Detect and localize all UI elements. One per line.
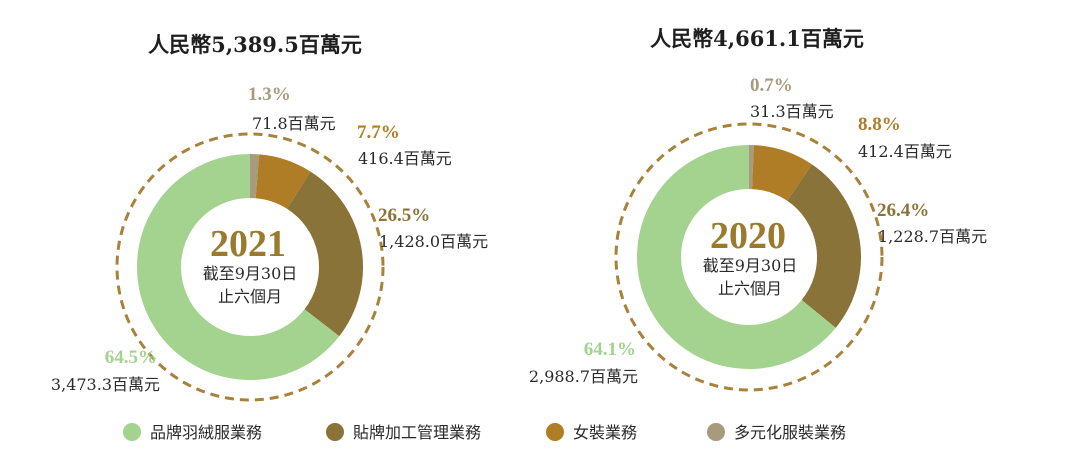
legend-label: 女裝業務 [573, 423, 637, 442]
data-label-amount: 1,228.7百萬元 [878, 227, 987, 246]
donut-slice [254, 154, 311, 210]
donut-slice [786, 164, 861, 328]
donut-slice [751, 145, 812, 202]
chart-title: 人民幣5,389.5百萬元 [148, 32, 362, 57]
data-label-percent: 26.4% [877, 200, 929, 221]
legend-label: 貼牌加工管理業務 [353, 423, 481, 442]
donut-slice [286, 171, 363, 337]
data-label-percent: 64.5% [105, 347, 157, 368]
data-label-amount: 71.8百萬元 [252, 114, 336, 133]
legend-item: 女裝業務 [546, 423, 637, 442]
data-label-percent: 64.1% [584, 339, 636, 360]
dashed-outer-ring [115, 132, 385, 402]
data-label-amount: 31.3百萬元 [750, 102, 834, 121]
donut-chart-2020: 人民幣4,661.1百萬元 2020 截至9月30日 止六個月 0.7% 31.… [529, 26, 987, 392]
legend-swatch [546, 423, 564, 441]
legend-label: 多元化服裝業務 [734, 423, 846, 442]
donut-chart-2021: 人民幣5,389.5百萬元 2021 截至9月30日 止六個月 1.3% 71.… [51, 32, 488, 402]
donut-slice [637, 145, 836, 369]
data-label-amount: 1,428.0百萬元 [379, 232, 488, 251]
legend-swatch [326, 423, 344, 441]
data-label-percent: 1.3% [248, 84, 291, 105]
center-subtitle-line1: 截至9月30日 [703, 256, 798, 275]
legend-item: 品牌羽絨服業務 [123, 423, 262, 442]
data-label-amount: 412.4百萬元 [858, 142, 952, 161]
legend-item: 多元化服裝業務 [707, 423, 846, 442]
center-year: 2021 [210, 223, 286, 265]
chart-title: 人民幣4,661.1百萬元 [650, 26, 864, 51]
legend: 品牌羽絨服業務 貼牌加工管理業務 女裝業務 多元化服裝業務 [123, 423, 846, 442]
donut-ring [137, 153, 363, 380]
legend-item: 貼牌加工管理業務 [326, 423, 481, 442]
donut-slice [137, 154, 340, 380]
legend-label: 品牌羽絨服業務 [150, 423, 262, 442]
data-label-percent: 7.7% [357, 122, 400, 143]
data-label-amount: 2,988.7百萬元 [529, 367, 638, 386]
center-subtitle-line2: 止六個月 [218, 287, 282, 306]
donut-ring [637, 145, 861, 369]
data-label-amount: 416.4百萬元 [358, 149, 452, 168]
data-label-amount: 3,473.3百萬元 [51, 375, 160, 394]
center-year: 2020 [710, 215, 786, 257]
legend-swatch [707, 423, 725, 441]
data-label-percent: 8.8% [858, 114, 901, 135]
data-label-percent: 0.7% [750, 75, 793, 96]
center-subtitle-line2: 止六個月 [718, 279, 782, 298]
center-subtitle-line1: 截至9月30日 [203, 264, 298, 283]
data-label-percent: 26.5% [378, 205, 430, 226]
legend-swatch [123, 423, 141, 441]
dashed-outer-ring [614, 122, 884, 392]
